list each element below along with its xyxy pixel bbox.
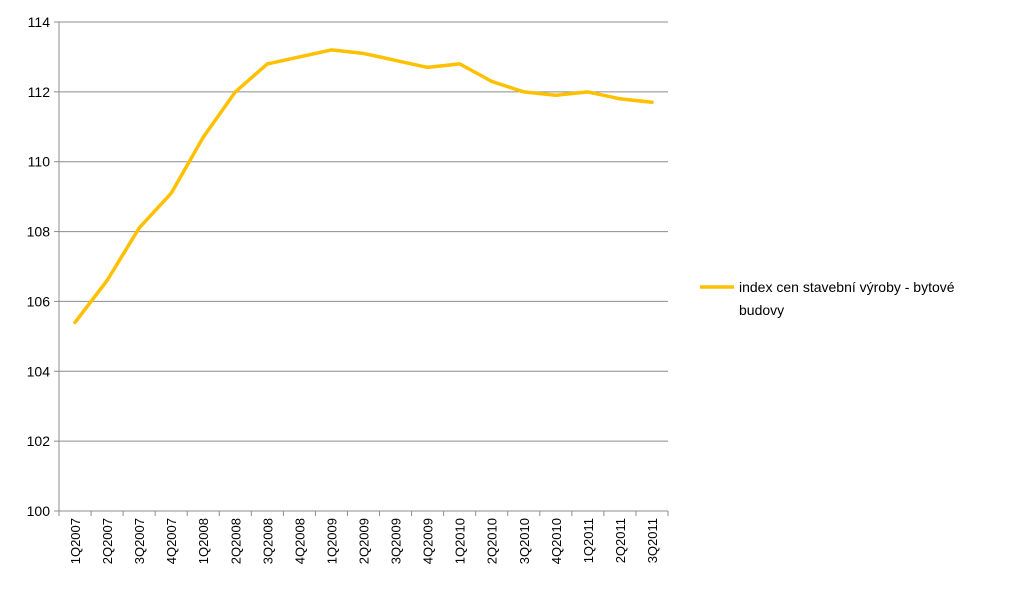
data-point: [554, 93, 558, 97]
x-tick-label: 3Q2008: [260, 518, 275, 564]
x-tick-label: 2Q2010: [485, 518, 500, 564]
y-tick-label: 100: [27, 503, 51, 519]
gridlines: [59, 21, 668, 442]
y-tick-label: 102: [27, 433, 51, 449]
y-tick-label: 106: [27, 293, 51, 309]
x-tick-label: 3Q2010: [517, 518, 532, 564]
data-point: [137, 226, 141, 230]
y-tick-label: 104: [27, 363, 51, 379]
x-tick-label: 4Q2007: [164, 518, 179, 564]
x-tick-label: 4Q2010: [549, 518, 564, 564]
x-tick-label: 1Q2011: [581, 518, 596, 563]
x-tick-label: 1Q2007: [68, 518, 83, 564]
data-point: [394, 58, 398, 62]
x-tick-label: 2Q2008: [228, 518, 243, 564]
data-point: [458, 62, 462, 66]
y-tick-label: 108: [27, 224, 51, 240]
data-point: [169, 191, 173, 195]
data-point: [105, 278, 109, 282]
x-tick-label: 3Q2011: [645, 518, 660, 563]
data-point: [297, 55, 301, 59]
data-point: [73, 320, 77, 324]
data-point: [650, 100, 654, 104]
x-tick-label: 1Q2009: [324, 518, 339, 564]
x-tick-label: 4Q2008: [292, 518, 307, 564]
y-tick-label: 114: [28, 14, 51, 30]
x-tick-label: 3Q2007: [132, 518, 147, 564]
legend: index cen stavební výroby - bytové budov…: [700, 279, 955, 318]
legend-label-line-1: index cen stavební výroby - bytové: [739, 279, 955, 295]
data-point: [329, 48, 333, 52]
data-point: [233, 90, 237, 94]
y-tick-label: 112: [28, 84, 51, 100]
x-tick-label: 4Q2009: [421, 518, 436, 564]
x-tick-label: 3Q2009: [389, 518, 404, 564]
data-point: [362, 51, 365, 55]
x-tick-label: 2Q2009: [357, 518, 372, 564]
legend-label-line-2: budovy: [739, 302, 784, 318]
x-tick-label: 1Q2008: [196, 518, 211, 564]
data-point: [618, 97, 622, 101]
series-line: [73, 48, 654, 325]
data-point: [426, 65, 430, 69]
data-point: [586, 90, 590, 94]
data-point: [522, 90, 526, 94]
y-axis-ticks: 100 102 104 106 108 110 112 114: [27, 14, 59, 519]
x-tick-label: 2Q2011: [613, 518, 628, 563]
axes: [58, 22, 668, 512]
data-point: [265, 62, 269, 66]
x-tick-label: 1Q2010: [453, 518, 468, 564]
series-group: [73, 48, 654, 325]
x-axis-ticks: 1Q2007 2Q2007 3Q2007 4Q2007 1Q2008 2Q2008 3Q20…: [58, 511, 669, 564]
y-tick-label: 110: [28, 154, 51, 170]
data-point: [490, 79, 494, 83]
x-tick-label: 2Q2007: [100, 518, 115, 564]
data-point: [201, 135, 205, 139]
